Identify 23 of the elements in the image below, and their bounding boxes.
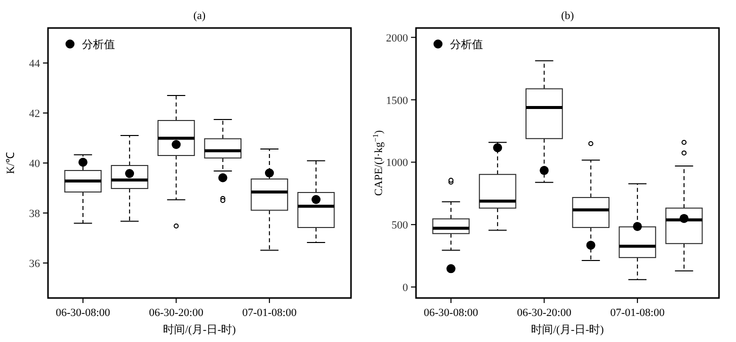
y-tick-label: 42 [29,108,40,120]
x-axis-title: 时间/(月-日-时) [163,323,236,336]
x-tick-label: 06-30-08:00 [56,307,111,319]
legend-label: 分析值 [450,39,483,51]
chart-title: (a) [193,10,206,22]
x-tick-label: 06-30-08:00 [424,307,479,319]
y-tick-label: 36 [29,258,40,270]
x-tick-label: 06-30-20:00 [516,307,572,319]
x-tick-label: 07-01-08:00 [610,307,666,319]
y-tick-label: 2000 [386,32,408,44]
y-tick-label: 1500 [386,94,408,107]
y-tick-label: 38 [29,208,40,220]
x-tick-label: 06-30-20:00 [148,307,204,319]
x-axis-title: 时间/(月-日-时) [531,323,604,336]
y-tick-label: 44 [29,58,40,70]
y-tick-label: 0 [402,282,408,294]
chart-title: (b) [561,10,574,22]
y-tick-label: 40 [29,158,40,170]
y-tick-label: 500 [392,220,408,232]
x-tick-label: 07-01-08:00 [242,307,298,319]
legend-label: 分析值 [82,39,115,51]
y-tick-label: 1000 [386,157,408,170]
y-axis-title: K/℃ [5,152,17,174]
